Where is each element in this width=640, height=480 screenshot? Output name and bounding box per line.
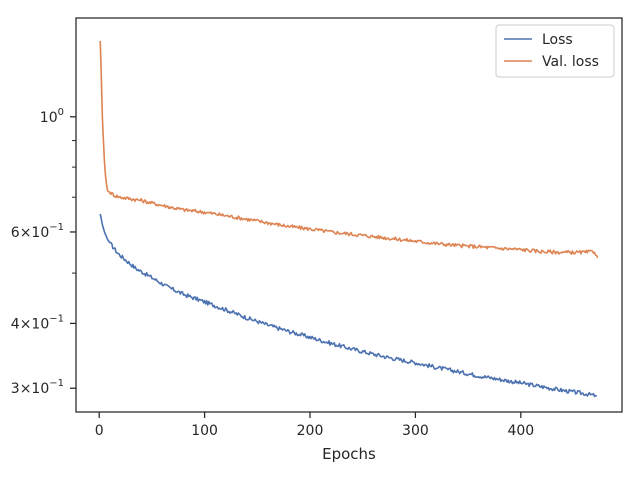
x-axis-title: Epochs bbox=[322, 445, 376, 463]
legend-label: Val. loss bbox=[542, 54, 599, 70]
legend: Loss Val. loss bbox=[495, 24, 615, 78]
series-line-loss bbox=[99, 213, 597, 398]
plot-frame bbox=[75, 17, 623, 413]
legend-label: Loss bbox=[542, 32, 573, 48]
plot-lines bbox=[99, 40, 599, 398]
x-tick-label: 200 bbox=[297, 423, 324, 439]
y-tick-label: 6×10−1 bbox=[11, 222, 64, 241]
legend-box bbox=[495, 24, 615, 78]
series-line-val-loss bbox=[99, 40, 599, 259]
x-axis: 0 100 200 300 400 bbox=[95, 412, 534, 439]
y-tick-label: 4×10−1 bbox=[11, 313, 64, 332]
x-tick-label: 400 bbox=[507, 423, 534, 439]
y-tick-label: 3×10−1 bbox=[11, 378, 64, 397]
y-axis: 100 6×10−1 4×10−1 3×10−1 bbox=[11, 107, 76, 397]
x-tick-label: 100 bbox=[191, 423, 218, 439]
y-tick-label: 100 bbox=[40, 107, 64, 126]
x-tick-label: 0 bbox=[95, 423, 104, 439]
x-tick-label: 300 bbox=[402, 423, 429, 439]
